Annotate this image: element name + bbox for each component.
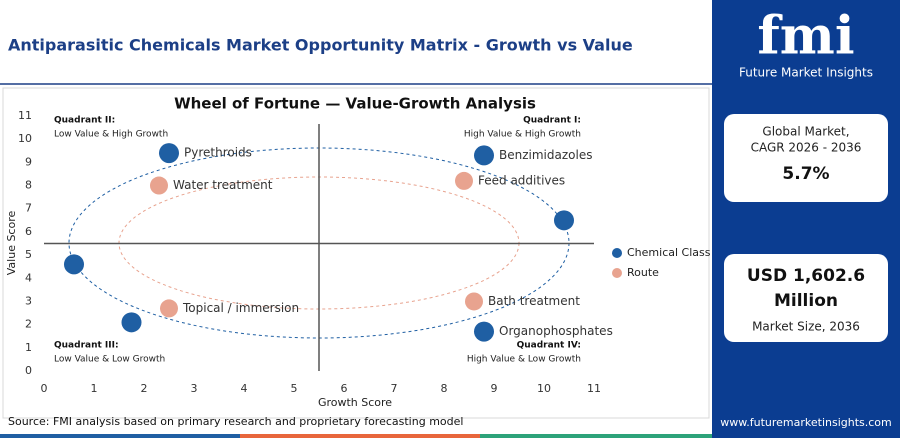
strip (0, 434, 240, 438)
point-label: Bath treatment (488, 294, 580, 308)
quadrant-title: Quadrant III: (54, 341, 119, 351)
x-tick-label: 1 (91, 382, 98, 395)
x-tick-label: 0 (41, 382, 48, 395)
y-tick-label: 3 (25, 294, 32, 307)
x-tick-label: 2 (141, 382, 148, 395)
point (554, 210, 574, 231)
chart-panel (2, 87, 710, 419)
point-label: Feed additives (478, 173, 565, 187)
point (64, 254, 84, 275)
source-note: Source: FMI analysis based on primary re… (8, 415, 463, 428)
chart-title: Wheel of Fortune — Value-Growth Analysis (174, 95, 536, 113)
point (474, 145, 494, 166)
x-tick-label: 11 (587, 382, 601, 395)
y-tick-label: 11 (18, 109, 32, 122)
stat-label: CAGR 2026 - 2036 (751, 141, 862, 155)
website: www.futuremarketinsights.com (720, 416, 892, 429)
point (455, 171, 473, 190)
x-tick-label: 5 (291, 382, 298, 395)
y-tick-label: 2 (25, 318, 32, 331)
y-axis-label: Value Score (5, 211, 18, 276)
stat-label: Market Size, 2036 (752, 320, 860, 334)
point-label: Water treatment (173, 178, 273, 192)
point (160, 299, 178, 318)
point (150, 176, 168, 195)
y-tick-label: 6 (25, 225, 32, 238)
x-tick-label: 9 (491, 382, 498, 395)
stat-value: USD 1,602.6 (747, 266, 865, 286)
stat-value: 5.7% (782, 164, 829, 184)
quadrant-subtitle: High Value & Low Growth (467, 355, 581, 365)
quadrant-title: Quadrant IV: (517, 341, 581, 351)
y-tick-label: 7 (25, 202, 32, 215)
stat-label: Global Market, (762, 125, 849, 139)
quadrant-subtitle: Low Value & High Growth (54, 130, 168, 140)
x-tick-label: 7 (391, 382, 398, 395)
x-tick-label: 10 (537, 382, 551, 395)
quadrant-title: Quadrant II: (54, 116, 115, 126)
legend-label: Route (627, 266, 659, 279)
point-label: Organophosphates (499, 324, 613, 338)
quadrant-subtitle: High Value & High Growth (464, 130, 581, 140)
brand-name: Future Market Insights (739, 66, 873, 80)
x-tick-label: 4 (241, 382, 248, 395)
stat-value: Million (774, 291, 838, 311)
point (465, 292, 483, 311)
logo: fmi (757, 6, 854, 67)
point-label: Topical / immersion (182, 301, 299, 315)
point-label: Pyrethroids (184, 146, 252, 160)
legend-swatch (612, 268, 622, 278)
legend-swatch (612, 248, 622, 258)
page-title: Antiparasitic Chemicals Market Opportuni… (8, 36, 633, 55)
y-tick-label: 0 (25, 364, 32, 377)
legend-label: Chemical Class (627, 246, 711, 259)
point (121, 312, 142, 333)
stat-card (724, 114, 888, 202)
y-tick-label: 5 (25, 248, 32, 261)
y-tick-label: 1 (25, 341, 32, 354)
x-tick-label: 8 (441, 382, 448, 395)
y-tick-label: 9 (25, 155, 32, 168)
y-tick-label: 10 (18, 132, 32, 145)
point (159, 143, 179, 164)
x-tick-label: 6 (341, 382, 348, 395)
x-tick-label: 3 (191, 382, 198, 395)
point (474, 321, 494, 342)
strip (480, 434, 712, 438)
quadrant-title: Quadrant I: (523, 116, 581, 126)
x-axis-label: Growth Score (318, 396, 392, 409)
quadrant-subtitle: Low Value & Low Growth (54, 355, 165, 365)
y-tick-label: 8 (25, 179, 32, 192)
side-panel (712, 0, 900, 438)
stat-card (724, 254, 888, 342)
point-label: Benzimidazoles (499, 148, 592, 162)
y-tick-label: 4 (25, 271, 32, 284)
strip (240, 434, 480, 438)
